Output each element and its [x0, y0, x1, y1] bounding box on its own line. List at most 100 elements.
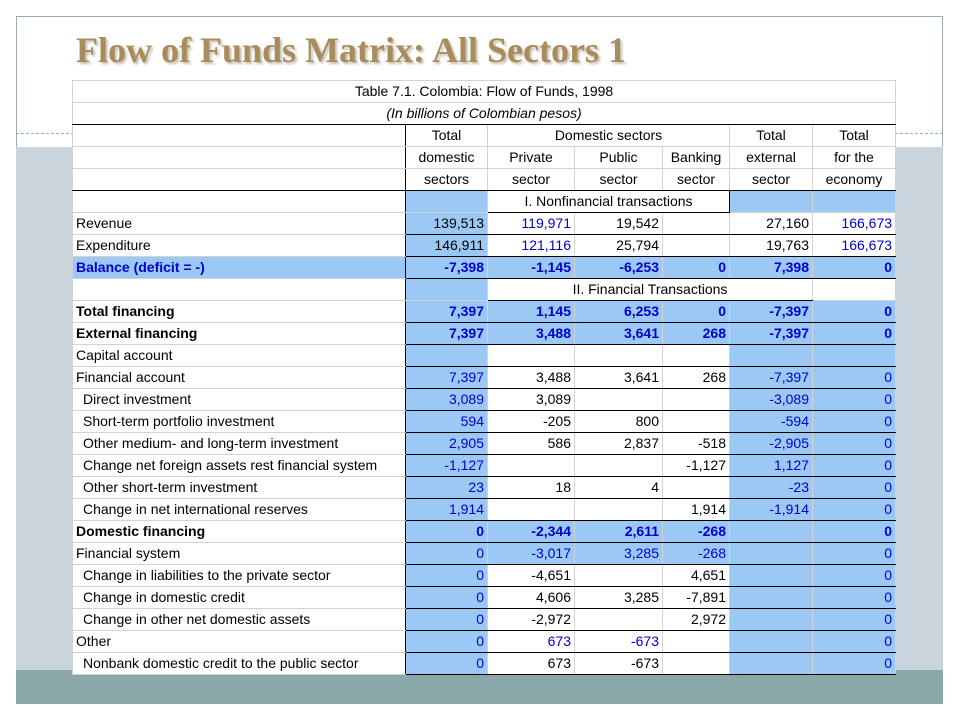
table-cell: 0	[811, 630, 897, 653]
table-cell: -7,397	[729, 322, 813, 345]
table-cell: 3,488	[487, 322, 575, 345]
section-title: I. Nonfinancial transactions	[487, 190, 730, 213]
row-label: Other short-term investment	[72, 476, 406, 499]
table-cell: 4,606	[487, 586, 575, 609]
row-label: Change net foreign assets rest financial…	[72, 454, 406, 477]
table-cell: 1,127	[729, 454, 813, 477]
table-cell	[729, 520, 813, 543]
table-cell: -1,914	[729, 498, 813, 521]
section-row: II. Financial Transactions	[72, 278, 897, 301]
table-cell: 2,972	[662, 608, 730, 631]
table-cell: 119,971	[487, 212, 575, 235]
flow-of-funds-table: Table 7.1. Colombia: Flow of Funds, 1998…	[71, 80, 897, 675]
table-cell: 6,253	[574, 300, 663, 323]
side-band-left	[16, 147, 72, 670]
table-cell	[662, 652, 730, 675]
financial-rows: Total financing 7,397 1,145 6,253 0 -7,397 0 Ex…	[72, 300, 897, 675]
table-row: Other 0 673 -673 0	[72, 630, 897, 653]
table-cell: 25,794	[574, 234, 663, 257]
col-header: Total	[405, 124, 488, 147]
row-label: Balance (deficit = -)	[72, 256, 406, 279]
table-cell: 7,397	[405, 300, 488, 323]
col-header: sector	[574, 168, 663, 191]
table-cell: -7,891	[662, 586, 730, 609]
table-cell: -1,127	[405, 454, 488, 477]
table-cell	[729, 564, 813, 587]
table-cell	[729, 542, 813, 565]
table-cell: -7,397	[729, 366, 813, 389]
col-header: Private	[487, 146, 575, 169]
table-cell: 7,397	[405, 322, 488, 345]
table-cell: 673	[487, 630, 575, 653]
table-cell: 0	[662, 300, 730, 323]
table-cell: -7,397	[729, 300, 813, 323]
table-cell: 0	[405, 586, 488, 609]
table-cell: 3,285	[574, 542, 663, 565]
row-label: Financial system	[72, 542, 406, 565]
table-cell: 0	[405, 564, 488, 587]
table-cell	[729, 652, 813, 675]
table-cell: 23	[405, 476, 488, 499]
table-cell: 166,673	[811, 234, 897, 257]
col-header: sector	[487, 168, 575, 191]
row-label: Change in domestic credit	[72, 586, 406, 609]
table-cell: -3,089	[729, 388, 813, 411]
table-cell: 0	[811, 564, 897, 587]
section-title: II. Financial Transactions	[487, 278, 813, 301]
table-cell: 27,160	[729, 212, 813, 235]
table-cell: 0	[405, 542, 488, 565]
nonfinancial-rows: Revenue 139,513 119,971 19,542 27,160 166,673…	[72, 212, 897, 279]
table-cell: 139,513	[405, 212, 488, 235]
table-cell: -2,344	[487, 520, 575, 543]
table-cell: 3,641	[574, 366, 663, 389]
caption-row: Table 7.1. Colombia: Flow of Funds, 1998	[71, 80, 897, 103]
row-label: Domestic financing	[72, 520, 406, 543]
header-row-2: domestic Private Public Banking external…	[72, 146, 897, 169]
table-cell: -1,145	[487, 256, 575, 279]
table-row: Change in net international reserves 1,91…	[72, 498, 897, 521]
table-row: Total financing 7,397 1,145 6,253 0 -7,397 0	[72, 300, 897, 323]
table-subcaption: (In billions of Colombian pesos)	[71, 102, 897, 125]
table-cell	[487, 344, 575, 367]
col-header: for the	[811, 146, 897, 169]
row-label: Expenditure	[72, 234, 406, 257]
table-cell: 268	[662, 366, 730, 389]
table-cell	[574, 388, 663, 411]
table-cell: -7,398	[405, 256, 488, 279]
table-cell: 0	[811, 454, 897, 477]
table-cell: 1,914	[662, 498, 730, 521]
table-caption: Table 7.1. Colombia: Flow of Funds, 1998	[71, 80, 897, 103]
table-cell	[487, 454, 575, 477]
col-header: Public	[574, 146, 663, 169]
col-header: Banking	[662, 146, 730, 169]
table-cell: 800	[574, 410, 663, 433]
table-cell	[574, 344, 663, 367]
table-row: Financial account 7,397 3,488 3,641 268 -7,39…	[72, 366, 897, 389]
col-header: economy	[811, 168, 897, 191]
table-cell: 0	[405, 630, 488, 653]
table-row: Expenditure 146,911 121,116 25,794 19,763 166…	[72, 234, 897, 257]
table-cell: 0	[811, 410, 897, 433]
table-cell	[662, 234, 730, 257]
slide-title: Flow of Funds Matrix: All Sectors 1	[76, 30, 626, 70]
table-cell: 0	[811, 608, 897, 631]
row-label: External financing	[72, 322, 406, 345]
table-row: Other medium- and long-term investment 2,…	[72, 432, 897, 455]
table-cell: 0	[811, 256, 897, 279]
table-cell	[405, 344, 488, 367]
table-cell: -23	[729, 476, 813, 499]
table-cell: 146,911	[405, 234, 488, 257]
row-label: Change in net international reserves	[72, 498, 406, 521]
table-cell	[729, 608, 813, 631]
table-cell: 1,145	[487, 300, 575, 323]
table-cell: 3,488	[487, 366, 575, 389]
row-label: Short-term portfolio investment	[72, 410, 406, 433]
table-cell	[662, 388, 730, 411]
table-cell: 18	[487, 476, 575, 499]
table-cell: 7,398	[729, 256, 813, 279]
header-row-1: Total Domestic sectors Total Total	[72, 124, 897, 147]
row-label: Total financing	[72, 300, 406, 323]
row-label: Direct investment	[72, 388, 406, 411]
table-cell: 4	[574, 476, 663, 499]
col-header: sector	[662, 168, 730, 191]
